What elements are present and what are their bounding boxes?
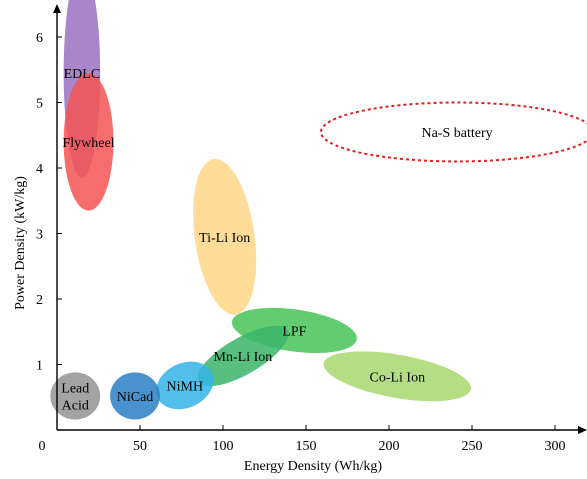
region-label-nimh: NiMH <box>167 379 204 394</box>
origin-label: 0 <box>39 439 46 454</box>
region-flywheel <box>63 73 114 211</box>
y-axis-title: Power Density (kW/kg) <box>13 176 28 310</box>
x-axis-arrow <box>578 426 587 434</box>
region-label-edlc: EDLC <box>64 67 101 82</box>
region-label-mn-li-ion: Mn-Li Ion <box>214 350 273 365</box>
x-tick-label: 100 <box>213 439 234 454</box>
region-mn-li-ion <box>197 325 289 387</box>
region-lead-acid <box>50 372 101 420</box>
axes <box>53 4 587 434</box>
region-label-co-li-ion: Co-Li Ion <box>369 370 425 385</box>
region-nicad <box>110 372 160 420</box>
y-tick-label: 4 <box>36 162 43 177</box>
region-nimh <box>156 361 214 410</box>
region-label-flywheel: Flywheel <box>62 136 114 151</box>
region-co-li-ion <box>323 351 471 402</box>
regions-layer <box>50 0 587 420</box>
region-ti-li-ion <box>193 158 257 315</box>
region-label-lpf: LPF <box>282 324 306 339</box>
y-tick-label: 1 <box>36 359 43 374</box>
x-tick-label: 250 <box>462 439 483 454</box>
x-tick-label: 50 <box>133 439 147 454</box>
region-label-na-s-battery: Na-S battery <box>421 126 492 141</box>
y-tick-label: 5 <box>36 97 43 112</box>
x-tick-label: 300 <box>545 439 566 454</box>
region-label-lead-acid: Acid <box>62 398 89 413</box>
x-axis-title: Energy Density (Wh/kg) <box>244 459 382 474</box>
y-axis-arrow <box>53 4 61 13</box>
region-label-ti-li-ion: Ti-Li Ion <box>199 231 250 246</box>
y-tick-label: 2 <box>36 293 43 308</box>
y-tick-label: 6 <box>36 31 43 46</box>
y-tick-label: 3 <box>36 228 43 243</box>
labels-layer: EDLC Flywheel Na-S battery Ti-Li Ion LPF Mn-L… <box>61 67 492 413</box>
x-tick-label: 150 <box>296 439 317 454</box>
ticks-layer: 50 100 150 200 250 300 1 2 3 4 5 6 <box>36 31 566 454</box>
region-label-nicad: NiCad <box>117 390 154 405</box>
x-tick-label: 200 <box>379 439 400 454</box>
region-label-lead-acid: Lead <box>61 381 89 396</box>
